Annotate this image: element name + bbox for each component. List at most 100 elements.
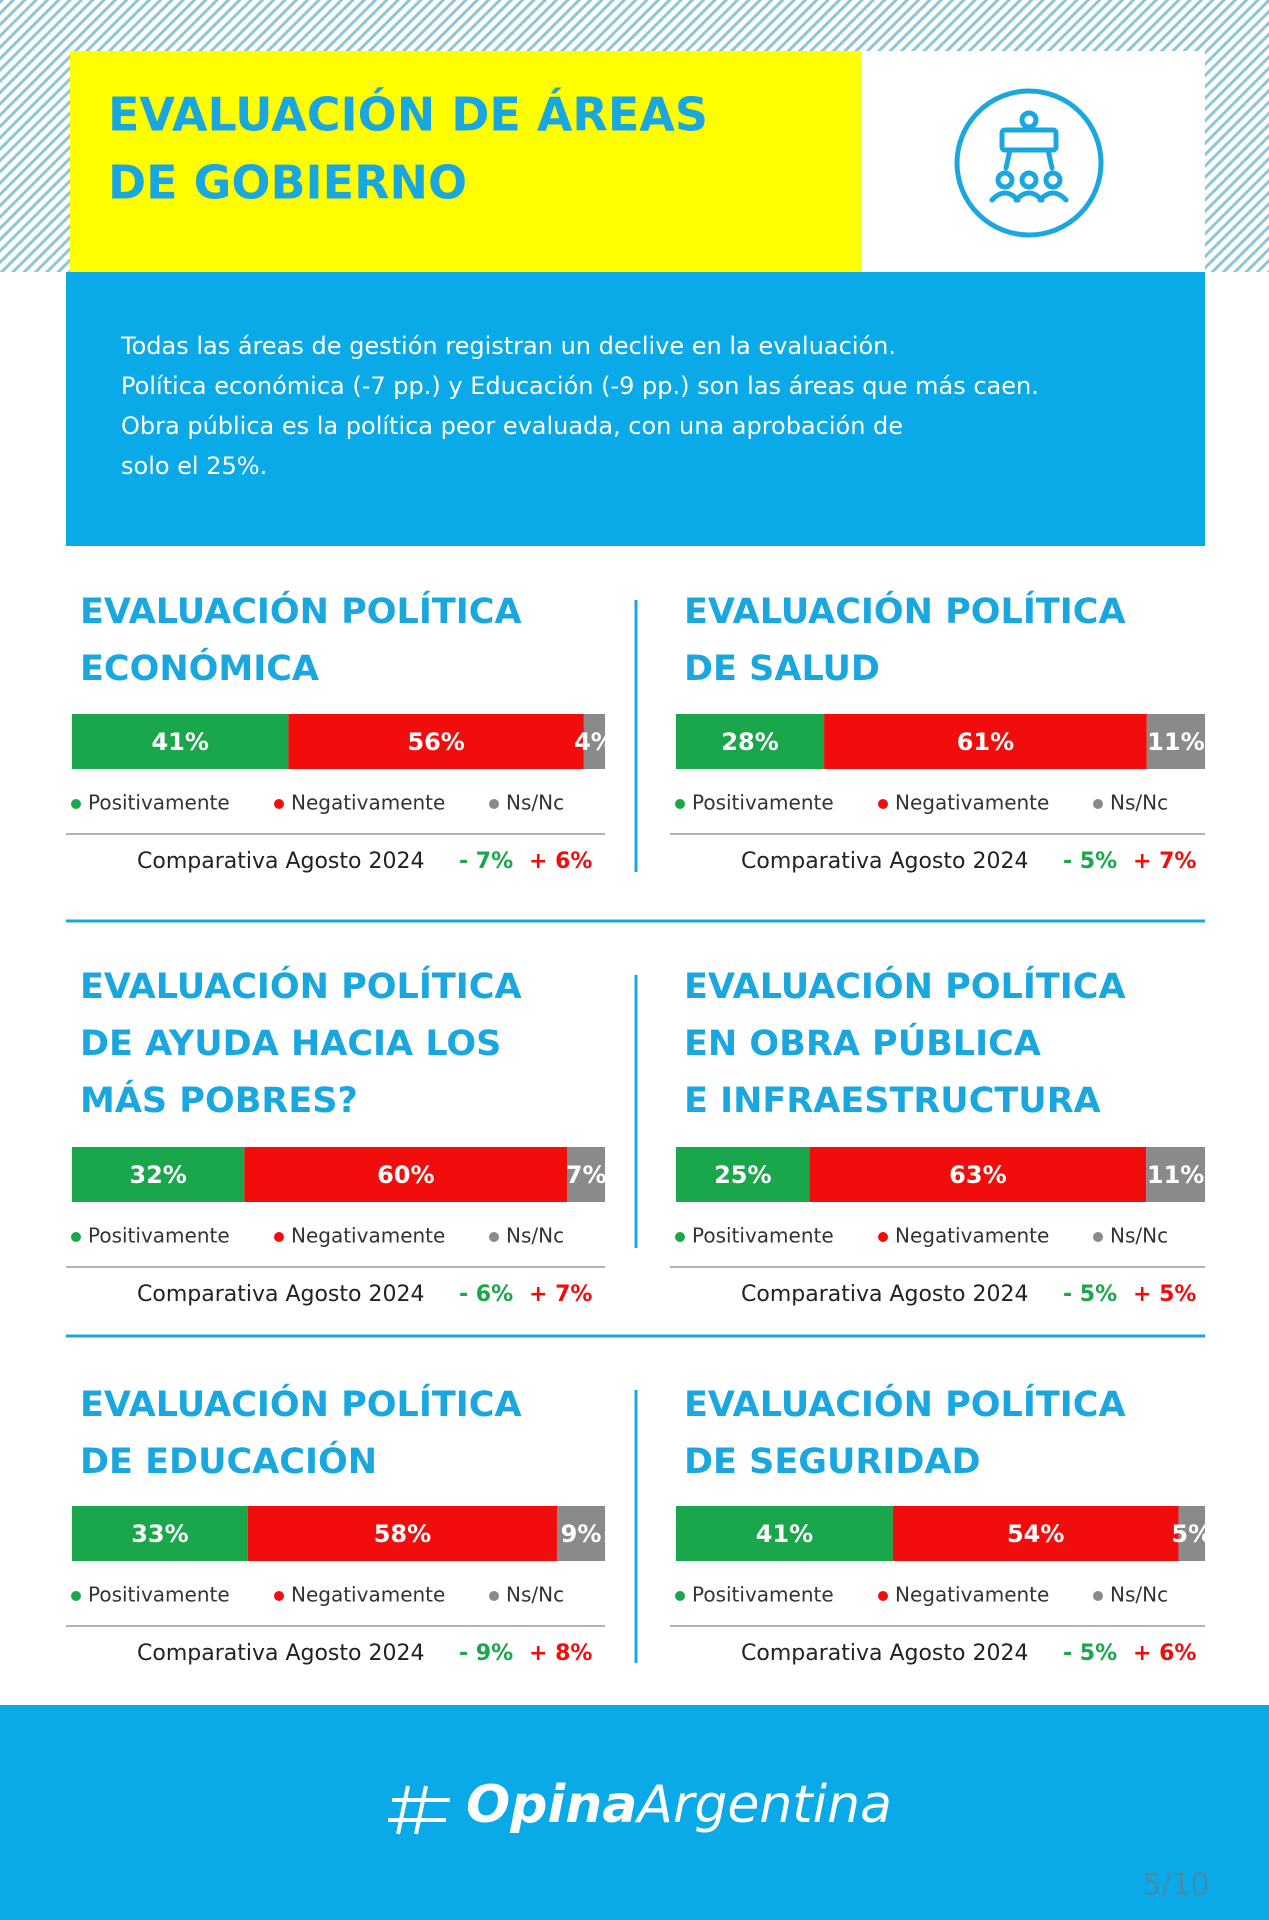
comparison-change: - 5%	[1063, 1641, 1117, 1666]
comparison-change: + 7%	[1133, 849, 1196, 874]
legend-label: Ns/Nc	[506, 1583, 564, 1607]
comparison-label: Comparativa Agosto 2024	[741, 849, 1028, 874]
legend-dot	[675, 1591, 685, 1601]
legend-label: Ns/Nc	[1110, 1224, 1168, 1248]
legend-dot	[1093, 799, 1103, 809]
bar-segment	[288, 714, 584, 769]
comparison-label: Comparativa Agosto 2024	[741, 1641, 1028, 1666]
legend-dot	[675, 799, 685, 809]
chart-title: EVALUACIÓN POLÍTICA	[80, 965, 522, 1007]
legend-dot	[675, 1232, 685, 1242]
data-label: 56%	[407, 728, 464, 756]
legend-dot	[489, 799, 499, 809]
page-title: DE GOBIERNO	[108, 156, 467, 210]
bar-segment	[676, 714, 825, 769]
charts: EVALUACIÓN POLÍTICA ECONÓMICA 41% Positivam…	[66, 590, 1212, 1666]
chart-title: EVALUACIÓN POLÍTICA	[684, 1383, 1126, 1425]
legend-dot	[1093, 1591, 1103, 1601]
data-label: 60%	[377, 1161, 434, 1189]
data-label: 33%	[131, 1520, 188, 1548]
comparison-change: - 9%	[459, 1641, 513, 1666]
legend-dot	[489, 1591, 499, 1601]
bar-segment	[72, 1147, 245, 1202]
comparison-change: + 8%	[529, 1641, 592, 1666]
bar-segment	[72, 714, 289, 769]
data-label: 7%	[566, 1161, 607, 1189]
bar-segment	[676, 1147, 810, 1202]
legend-label: Negativamente	[291, 791, 445, 815]
legend-label: Ns/Nc	[1110, 1583, 1168, 1607]
bar-segment	[1146, 1147, 1205, 1202]
chart-title: EVALUACIÓN POLÍTICA	[80, 590, 522, 632]
title-box	[70, 51, 861, 272]
legend-dot	[274, 1232, 284, 1242]
summary-line: Obra pública es la política peor evaluad…	[121, 412, 903, 440]
bar-segment	[567, 1147, 605, 1202]
legend-label: Ns/Nc	[506, 1224, 564, 1248]
chart-title: EVALUACIÓN POLÍTICA	[684, 965, 1126, 1007]
data-label: 11%	[1147, 728, 1204, 756]
legend-dot	[71, 799, 81, 809]
bar-segment	[247, 1506, 558, 1561]
data-label: 63%	[949, 1161, 1006, 1189]
comparison-change: - 5%	[1063, 1282, 1117, 1307]
chart-title: DE AYUDA HACIA LOS	[80, 1024, 501, 1064]
summary-line: Política económica (-7 pp.) y Educación …	[121, 372, 1039, 400]
brand: OpinaArgentina	[466, 1775, 892, 1835]
data-label: 9%	[561, 1520, 602, 1548]
data-label: 11%	[1147, 1161, 1204, 1189]
summary: Todas las áreas de gestión registran un …	[120, 332, 1039, 480]
chart-title: ECONÓMICA	[80, 647, 319, 689]
comparison-change: - 7%	[459, 849, 513, 874]
data-label: 58%	[374, 1520, 431, 1548]
legend-label: Ns/Nc	[506, 791, 564, 815]
bar-segment	[824, 714, 1147, 769]
logo-mark	[388, 1785, 450, 1835]
legend-dot	[1093, 1232, 1103, 1242]
bar-segment	[1178, 1506, 1205, 1561]
data-label: 54%	[1007, 1520, 1064, 1548]
summary-line: Todas las áreas de gestión registran un …	[120, 332, 896, 360]
icon-box	[861, 51, 1205, 272]
comparison-label: Comparativa Agosto 2024	[137, 849, 424, 874]
comparison-change: + 6%	[1133, 1641, 1196, 1666]
data-label: 5%	[1171, 1520, 1212, 1548]
data-label: 28%	[721, 728, 778, 756]
icon	[954, 88, 1104, 238]
brand-light: Argentina	[634, 1775, 892, 1835]
chart-title: DE SALUD	[684, 649, 880, 689]
bar-segment	[809, 1147, 1147, 1202]
legend-label: Positivamente	[88, 1224, 230, 1248]
comparison-change: + 7%	[529, 1282, 592, 1307]
chart-title: MÁS POBRES?	[80, 1079, 358, 1121]
page-number: 5/10	[1142, 1868, 1209, 1903]
legend-dot	[878, 1591, 888, 1601]
legend-label: Positivamente	[692, 1583, 834, 1607]
comparison-change: + 6%	[529, 849, 592, 874]
legend-label: Positivamente	[88, 791, 230, 815]
data-label: 4%	[574, 728, 615, 756]
legend-label: Positivamente	[692, 791, 834, 815]
bar-segment	[244, 1147, 568, 1202]
legend-label: Negativamente	[895, 1224, 1049, 1248]
legend-label: Negativamente	[895, 791, 1049, 815]
comparison-label: Comparativa Agosto 2024	[137, 1641, 424, 1666]
legend-label: Positivamente	[692, 1224, 834, 1248]
legend-dot	[274, 799, 284, 809]
comparison-change: - 6%	[459, 1282, 513, 1307]
bar-segment	[892, 1506, 1179, 1561]
legend-label: Negativamente	[291, 1583, 445, 1607]
bar-segment	[557, 1506, 605, 1561]
comparison-label: Comparativa Agosto 2024	[741, 1282, 1028, 1307]
bar-segment	[1146, 714, 1205, 769]
legend-dot	[878, 799, 888, 809]
legend-dot	[878, 1232, 888, 1242]
data-label: 61%	[957, 728, 1014, 756]
chart-title: DE EDUCACIÓN	[80, 1440, 377, 1482]
brand-bold: Opina	[466, 1775, 637, 1835]
data-label: 41%	[756, 1520, 813, 1548]
page-title: EVALUACIÓN DE ÁREAS	[108, 88, 708, 142]
comparison-label: Comparativa Agosto 2024	[137, 1282, 424, 1307]
footer	[0, 1705, 1269, 1920]
